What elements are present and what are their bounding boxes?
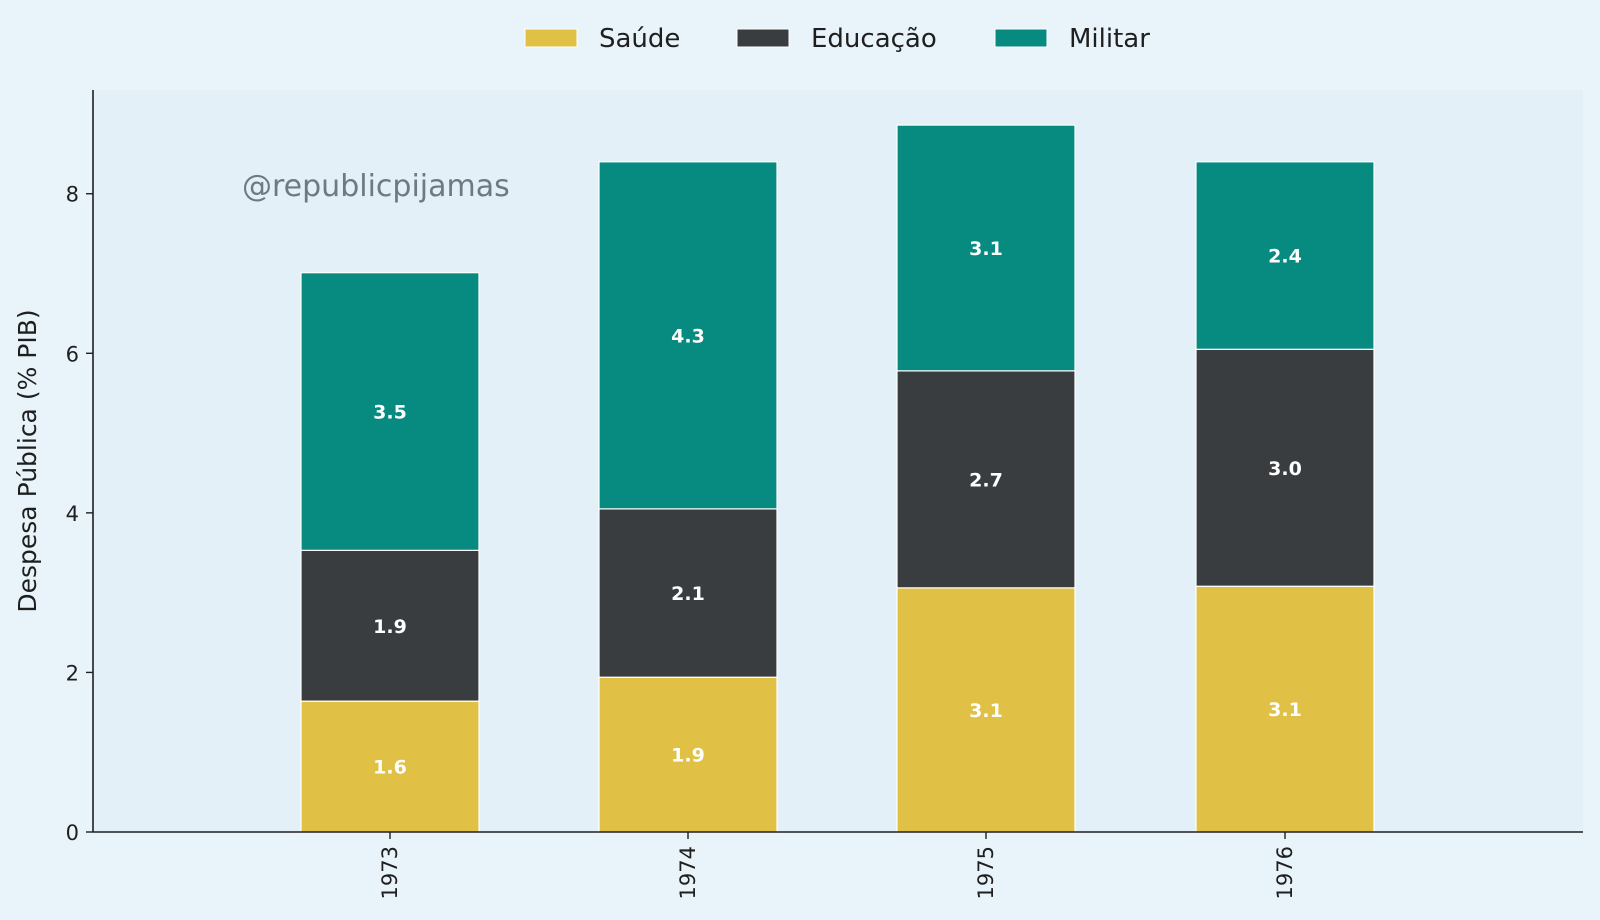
y-axis-title: Despesa Pública (% PIB) [13, 309, 42, 612]
watermark: @republicpijamas [242, 169, 510, 204]
value-label: 3.5 [373, 402, 407, 424]
bar-educação-1975 [896, 370, 1076, 589]
bar-educação-1974 [598, 508, 778, 678]
legend-label-educação: Educação [811, 24, 937, 54]
value-label: 2.4 [1268, 246, 1302, 268]
x-tick-label: 1974 [676, 846, 700, 899]
y-tick-label: 6 [66, 342, 79, 366]
value-label: 3.0 [1268, 458, 1302, 480]
bar-educação-1973 [300, 549, 480, 702]
y-tick-label: 2 [66, 661, 79, 685]
value-label: 4.3 [671, 325, 705, 347]
y-tick-label: 8 [66, 183, 79, 207]
bar-educação-1976 [1195, 348, 1375, 587]
bars: 1.6 1.9 3.5 1.9 2.1 4.3 3.1 2.7 3.1 3.1 3.0 2.4 [300, 124, 1375, 833]
legend-label-saúde: Saúde [599, 24, 680, 54]
x-tick-label: 1976 [1273, 846, 1297, 899]
value-label: 3.1 [1268, 699, 1302, 721]
bar-saúde-1975 [896, 587, 1076, 833]
y-tick-label: 0 [66, 821, 79, 845]
value-label: 3.1 [969, 700, 1003, 722]
value-label: 1.9 [373, 616, 407, 638]
legend: Saúde Educação Militar [524, 24, 1150, 54]
legend-swatch-educação [736, 28, 790, 48]
bar-militar-1976 [1195, 161, 1375, 350]
x-tick-label: 1975 [974, 846, 998, 899]
bar-saúde-1976 [1195, 585, 1375, 833]
legend-label-militar: Militar [1069, 24, 1150, 54]
legend-swatch-saúde [524, 28, 578, 48]
axes: 0 2 4 6 8 1973 1974 1975 1976 [66, 90, 1583, 899]
bar-militar-1973 [300, 272, 480, 551]
bar-saúde-1974 [598, 676, 778, 833]
value-label: 1.9 [671, 745, 705, 767]
value-label: 2.7 [969, 469, 1003, 491]
bar-militar-1974 [598, 161, 778, 510]
value-label: 2.1 [671, 583, 705, 605]
legend-swatch-militar [994, 28, 1048, 48]
value-label: 3.1 [969, 238, 1003, 260]
y-tick-label: 4 [66, 502, 79, 526]
bar-militar-1975 [896, 124, 1076, 372]
x-tick-label: 1973 [378, 846, 402, 899]
value-label: 1.6 [373, 757, 407, 779]
bar-saúde-1973 [300, 700, 480, 833]
